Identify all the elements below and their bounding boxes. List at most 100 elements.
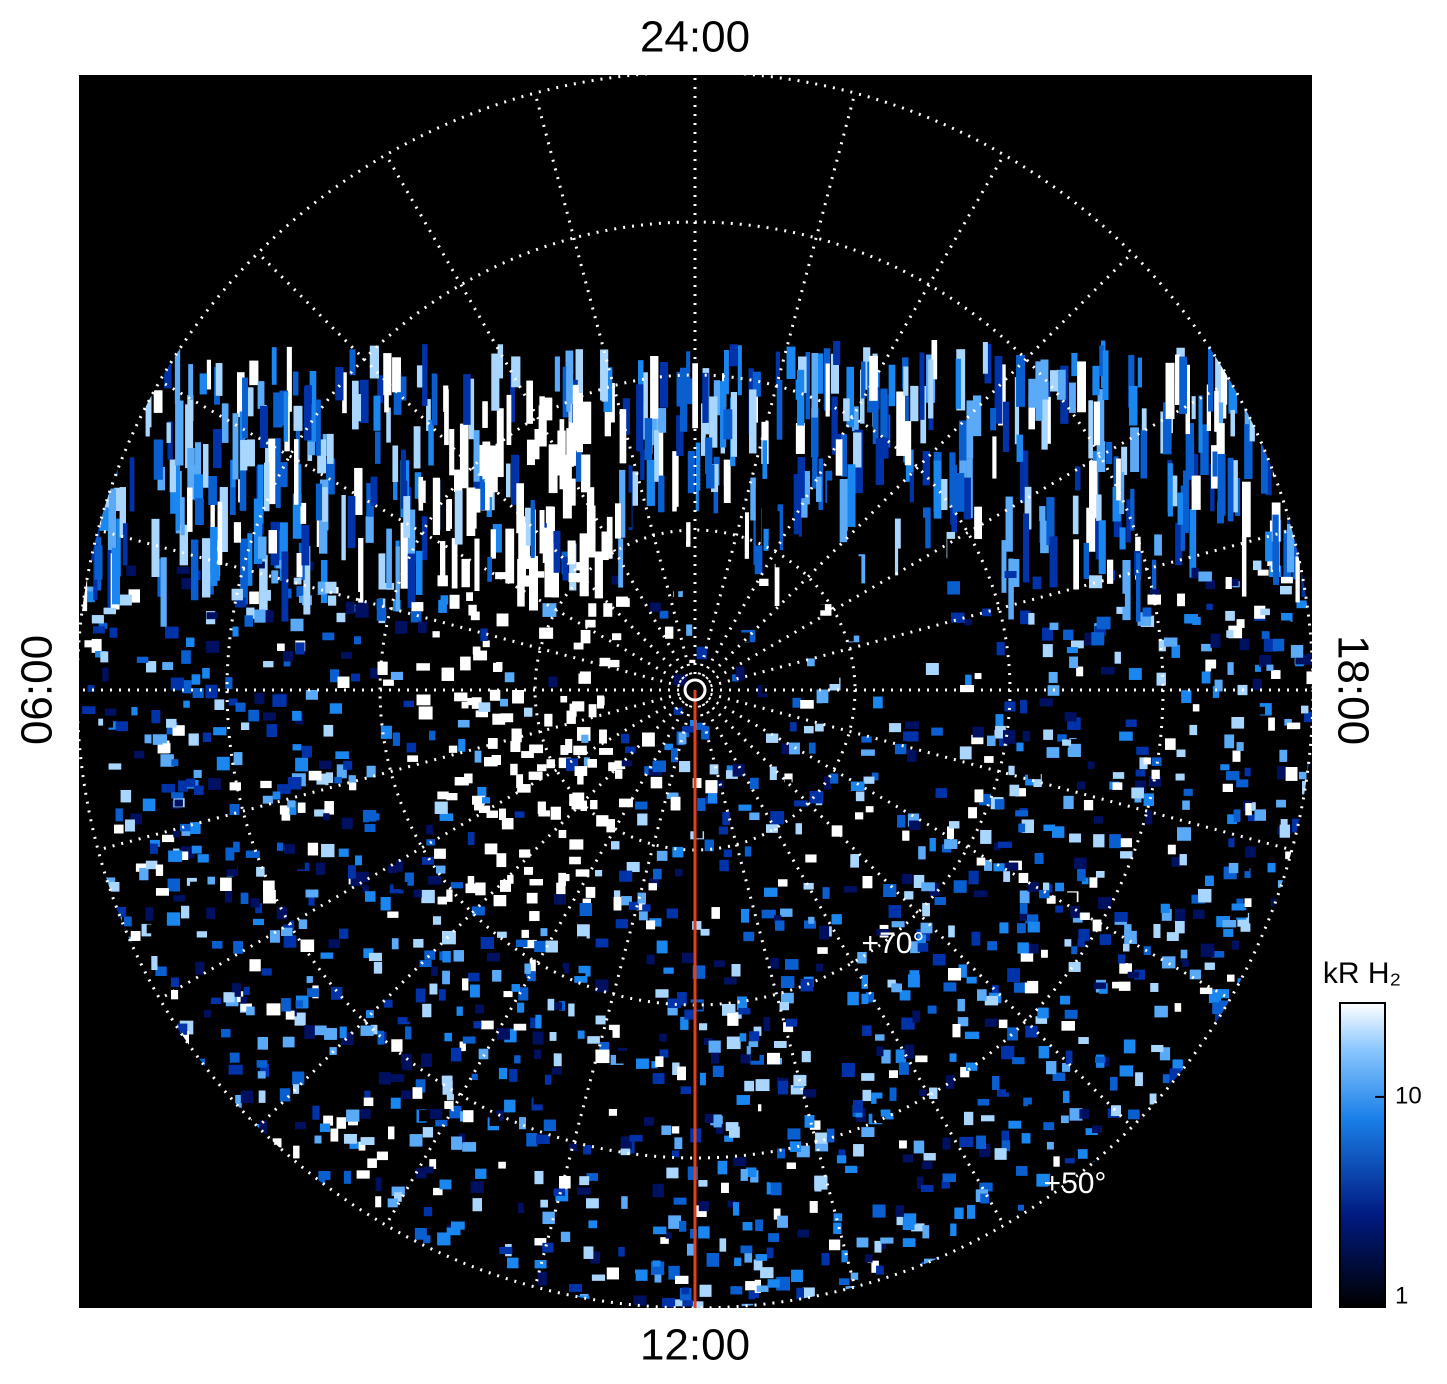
emission-pixel — [786, 346, 796, 379]
emission-pixel — [713, 1114, 722, 1128]
emission-pixel — [1137, 357, 1142, 388]
emission-pixel — [577, 1187, 591, 1195]
emission-pixel — [724, 350, 729, 395]
emission-pixel — [1225, 610, 1235, 621]
emission-pixel — [1192, 616, 1201, 625]
emission-pixel — [855, 556, 862, 593]
emission-pixel — [711, 1052, 720, 1064]
emission-pixel — [282, 1036, 295, 1048]
emission-pixel — [599, 748, 613, 755]
emission-pixel — [1004, 571, 1017, 578]
emission-pixel — [343, 1170, 351, 1184]
emission-pixel — [1128, 952, 1141, 964]
emission-pixel — [437, 575, 448, 587]
emission-pixel — [853, 704, 863, 715]
emission-pixel — [1177, 593, 1185, 607]
emission-pixel — [968, 870, 979, 885]
emission-pixel — [831, 396, 838, 449]
emission-pixel — [529, 959, 536, 974]
emission-pixel — [486, 952, 500, 962]
emission-pixel — [250, 898, 260, 908]
emission-pixel — [162, 834, 175, 843]
emission-pixel — [964, 618, 973, 626]
emission-pixel — [423, 1207, 433, 1217]
emission-pixel — [1222, 920, 1237, 928]
emission-pixel — [775, 561, 785, 568]
emission-pixel — [827, 480, 834, 533]
emission-pixel — [1116, 458, 1121, 501]
emission-pixel — [197, 854, 209, 863]
emission-pixel — [442, 970, 450, 985]
emission-pixel — [689, 719, 697, 729]
emission-pixel — [980, 830, 992, 844]
emission-pixel — [1031, 653, 1040, 666]
emission-pixel — [872, 1309, 881, 1317]
emission-pixel — [608, 1108, 618, 1116]
emission-pixel — [496, 662, 503, 671]
emission-pixel — [503, 991, 513, 998]
emission-pixel — [1166, 932, 1179, 941]
emission-pixel — [102, 667, 109, 682]
emission-pixel — [677, 1066, 686, 1081]
emission-pixel — [718, 485, 725, 555]
emission-pixel — [521, 929, 529, 938]
emission-pixel — [713, 520, 721, 590]
emission-pixel — [935, 569, 949, 582]
emission-pixel — [1290, 645, 1304, 658]
emission-pixel — [762, 440, 768, 479]
emission-pixel — [723, 409, 733, 440]
emission-pixel — [246, 607, 255, 619]
emission-pixel — [1073, 1309, 1087, 1322]
emission-pixel — [977, 989, 987, 1001]
emission-pixel — [1153, 923, 1161, 938]
emission-pixel — [876, 1046, 884, 1057]
emission-pixel — [225, 677, 233, 690]
emission-pixel — [1219, 351, 1228, 405]
emission-pixel — [166, 722, 178, 735]
emission-pixel — [621, 760, 633, 767]
emission-pixel — [646, 459, 655, 506]
emission-pixel — [1211, 668, 1218, 677]
emission-pixel — [186, 637, 195, 647]
emission-pixel — [109, 882, 120, 892]
emission-pixel — [648, 883, 657, 891]
emission-pixel — [1062, 1063, 1071, 1072]
emission-pixel — [753, 1259, 763, 1271]
emission-pixel — [729, 592, 741, 600]
emission-pixel — [720, 381, 727, 448]
emission-pixel — [355, 871, 369, 883]
emission-pixel — [1180, 959, 1189, 967]
emission-pixel — [733, 585, 740, 595]
emission-pixel — [296, 553, 303, 578]
emission-pixel — [1216, 423, 1225, 485]
emission-pixel — [919, 352, 925, 420]
emission-pixel — [913, 874, 925, 889]
emission-pixel — [690, 1228, 697, 1239]
emission-pixel — [1311, 368, 1312, 417]
emission-pixel — [943, 982, 957, 992]
emission-pixel — [1119, 963, 1132, 974]
emission-pixel — [549, 1032, 557, 1041]
emission-pixel — [444, 389, 449, 446]
emission-pixel — [453, 950, 464, 962]
emission-pixel — [1075, 466, 1081, 491]
emission-pixel — [359, 379, 369, 424]
emission-pixel — [716, 717, 725, 729]
emission-pixel — [1228, 375, 1238, 414]
emission-pixel — [410, 609, 422, 623]
emission-pixel — [738, 1008, 751, 1015]
emission-pixel — [323, 724, 334, 737]
emission-pixel — [581, 734, 589, 743]
emission-pixel — [496, 408, 504, 478]
emission-pixel — [942, 689, 949, 701]
emission-pixel — [871, 1092, 883, 1104]
emission-pixel — [268, 438, 276, 505]
emission-pixel — [1052, 826, 1065, 838]
emission-pixel — [813, 1020, 821, 1027]
emission-pixel — [1046, 497, 1055, 546]
emission-pixel — [1058, 1307, 1070, 1308]
emission-pixel — [168, 850, 183, 862]
emission-pixel — [1150, 589, 1160, 597]
emission-pixel — [179, 524, 189, 566]
emission-pixel — [303, 545, 311, 615]
